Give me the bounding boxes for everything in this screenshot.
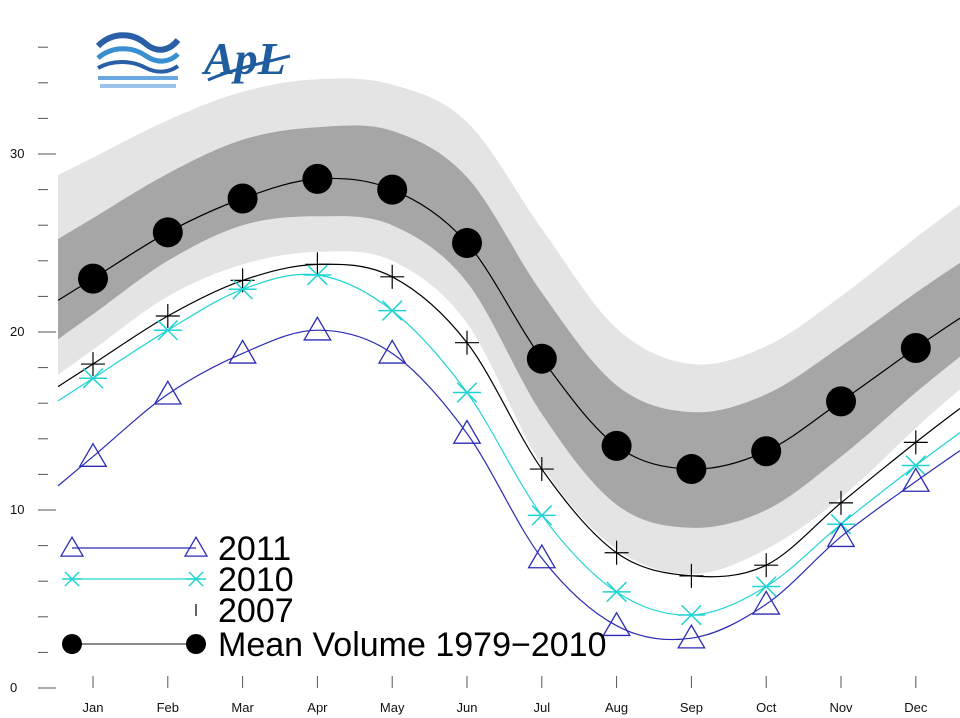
data-point	[453, 382, 481, 403]
data-point	[79, 367, 107, 389]
data-point	[604, 540, 629, 565]
data-point	[754, 553, 779, 578]
data-point	[377, 174, 408, 205]
x-tick-label: Sep	[680, 700, 703, 715]
data-point	[455, 330, 479, 355]
legend-item: Mean Volume 1979−2010	[62, 626, 606, 664]
legend-marker	[186, 634, 206, 654]
series-line	[57, 273, 960, 616]
data-point	[303, 264, 332, 286]
apl-logo: ApL	[201, 33, 291, 84]
legend-marker	[59, 535, 85, 557]
data-point	[677, 623, 706, 649]
data-point	[826, 386, 856, 417]
data-point	[601, 430, 632, 461]
data-point	[602, 611, 631, 637]
x-tick-label: Feb	[157, 700, 179, 715]
data-point	[677, 604, 706, 626]
data-point	[529, 457, 554, 482]
data-point	[903, 430, 928, 455]
data-point	[452, 419, 482, 444]
series-line	[57, 329, 960, 641]
data-point	[752, 576, 781, 597]
data-point	[900, 333, 931, 364]
series-2011	[57, 315, 960, 649]
data-point	[676, 454, 707, 485]
legend-item: 2007	[195, 592, 294, 630]
series-group	[57, 163, 960, 649]
data-point	[78, 263, 108, 294]
x-tick-label: Jan	[83, 700, 104, 715]
data-point	[228, 278, 257, 300]
series-2010	[57, 264, 960, 626]
data-point	[527, 543, 557, 569]
data-point	[81, 352, 105, 377]
data-point	[526, 343, 557, 374]
series-line	[57, 263, 960, 578]
y-tick-label: 10	[10, 502, 24, 517]
y-axis: 0 10 20 30	[10, 46, 56, 695]
data-point	[901, 467, 931, 492]
data-point	[751, 590, 781, 615]
data-point	[78, 442, 108, 467]
data-point	[377, 339, 407, 364]
data-point	[751, 436, 782, 467]
series-mean-volume-1979-2010	[57, 163, 960, 485]
psc-logo	[95, 28, 181, 92]
bands-group	[58, 78, 960, 575]
y-tick-label: 30	[10, 146, 24, 161]
data-point	[829, 490, 853, 515]
data-point	[452, 228, 482, 258]
y-tick-label: 0	[10, 680, 17, 695]
x-tick-label: Jul	[533, 700, 550, 715]
band-inner	[58, 125, 960, 528]
data-point	[679, 563, 704, 588]
data-point	[527, 505, 556, 526]
x-tick-label: Jun	[457, 700, 478, 715]
legend-marker	[62, 571, 82, 587]
legend-label: 2011	[218, 530, 291, 568]
legend-label: 2010	[218, 561, 294, 599]
data-point	[155, 303, 180, 328]
legend-marker	[62, 634, 82, 654]
data-point	[901, 455, 930, 476]
data-point	[303, 315, 332, 341]
data-point	[305, 252, 330, 277]
x-tick-label: Nov	[829, 700, 853, 715]
x-tick-label: Dec	[904, 700, 928, 715]
x-tick-label: Aug	[605, 700, 628, 715]
data-point	[826, 522, 856, 548]
data-point	[153, 380, 183, 405]
legend-item: 2011	[59, 530, 291, 568]
data-point	[380, 264, 405, 289]
series-2007	[57, 252, 960, 588]
y-tick-label: 20	[10, 324, 24, 339]
x-tick-label: Oct	[756, 700, 777, 715]
legend-label: Mean Volume 1979−2010	[218, 626, 606, 664]
data-point	[378, 300, 407, 321]
legend-item: 2010	[62, 561, 294, 599]
data-point	[152, 217, 183, 248]
series-line	[57, 177, 960, 470]
x-tick-label: Mar	[231, 700, 254, 715]
legend-marker	[183, 535, 209, 557]
data-point	[228, 339, 257, 364]
data-point	[602, 581, 631, 603]
legend-marker	[186, 571, 206, 587]
x-tick-label: Apr	[307, 700, 328, 715]
data-point	[153, 319, 182, 341]
data-point	[227, 183, 258, 214]
data-point	[302, 163, 333, 194]
legend-label: 2007	[218, 592, 294, 630]
x-axis: Jan Feb Mar Apr May Jun Jul Aug Sep Oct Nov Dec	[83, 676, 928, 715]
x-tick-label: May	[380, 700, 405, 715]
